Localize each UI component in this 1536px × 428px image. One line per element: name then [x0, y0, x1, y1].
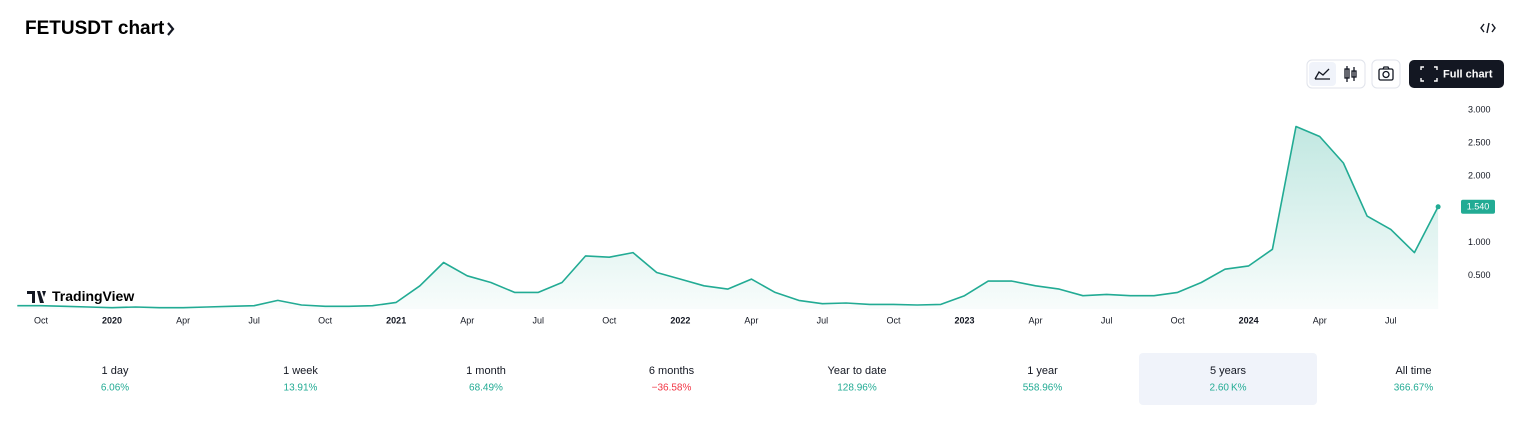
x-tick-label: Apr [460, 315, 474, 325]
camera-icon [1378, 66, 1394, 81]
x-tick-label: Apr [744, 315, 758, 325]
plot: 0.500 1.000 2.000 2.500 3.000 Oct 2020 Apr Jul Oc… [17, 104, 1495, 325]
full-chart-label[interactable]: Full chart [1443, 68, 1493, 80]
period-change: 558.96% [1023, 383, 1063, 394]
x-tick-label: 2024 [1239, 315, 1259, 325]
last-price-box [1461, 199, 1495, 214]
period-change: 68.49% [469, 383, 503, 394]
period-change: 6.06% [101, 383, 129, 394]
x-tick-label: 2023 [955, 315, 975, 325]
x-tick-label: Apr [1029, 315, 1043, 325]
y-tick-label: 1.000 [1468, 237, 1491, 247]
periods: 1 day 6.06% 1 week 13.91% 1 month 68.49% 6 mon… [101, 365, 1434, 394]
fullscreen-icon [1420, 66, 1438, 82]
x-tick-label: Jul [817, 315, 829, 325]
x-tick-label: Oct [34, 315, 49, 325]
period-change: 2.60 K% [1209, 383, 1246, 394]
y-tick-label: 3.000 [1468, 104, 1491, 114]
period-change: 128.96% [837, 383, 877, 394]
last-point [1435, 204, 1441, 210]
x-tick-label: Jul [248, 315, 260, 325]
y-tick-label: 2.000 [1468, 171, 1491, 181]
x-tick-label: 2020 [102, 315, 122, 325]
x-tick-label: Jul [533, 315, 545, 325]
period-name[interactable]: 5 years [1210, 365, 1247, 377]
y-tick-label: 2.500 [1468, 137, 1491, 147]
x-tick-label: Oct [1171, 315, 1186, 325]
period-name[interactable]: 1 month [466, 365, 506, 377]
period-change: 13.91% [284, 383, 318, 394]
x-tick-label: 2021 [386, 315, 406, 325]
embed-icon[interactable] [1480, 22, 1496, 34]
x-tick-label: Oct [602, 315, 617, 325]
x-tick-label: Oct [886, 315, 901, 325]
period-name[interactable]: Year to date [828, 365, 887, 377]
logo-text[interactable]: TradingView [52, 288, 134, 304]
logo[interactable]: TradingView [27, 288, 134, 304]
area-icon [1314, 68, 1330, 80]
x-tick-label: 2022 [670, 315, 690, 325]
x-tick-label: Jul [1385, 315, 1397, 325]
y-tick-label: 0.500 [1468, 270, 1491, 280]
period-change: 366.67% [1394, 383, 1434, 394]
screenshot-button[interactable] [1371, 59, 1401, 89]
period-name[interactable]: 1 year [1027, 365, 1058, 377]
title-chevron[interactable] [167, 22, 175, 36]
x-tick-label: Oct [318, 315, 333, 325]
period-name[interactable]: All time [1395, 365, 1431, 377]
period-change: −36.58% [652, 383, 692, 394]
full-chart-button[interactable] [1409, 60, 1504, 88]
period-name[interactable]: 1 day [102, 365, 129, 377]
selected-period-bg [1139, 353, 1317, 405]
period-name[interactable]: 1 week [283, 365, 318, 377]
last-price-label: 1.540 [1467, 202, 1490, 212]
area-fill [17, 126, 1439, 309]
x-tick-label: Apr [1313, 315, 1327, 325]
x-tick-label: Apr [176, 315, 190, 325]
candle-style-button[interactable] [1344, 66, 1357, 82]
period-name[interactable]: 6 months [649, 365, 695, 377]
title[interactable]: FETUSDT chart [25, 18, 165, 39]
price-line [17, 125, 1439, 309]
x-tick-label: Jul [1101, 315, 1113, 325]
